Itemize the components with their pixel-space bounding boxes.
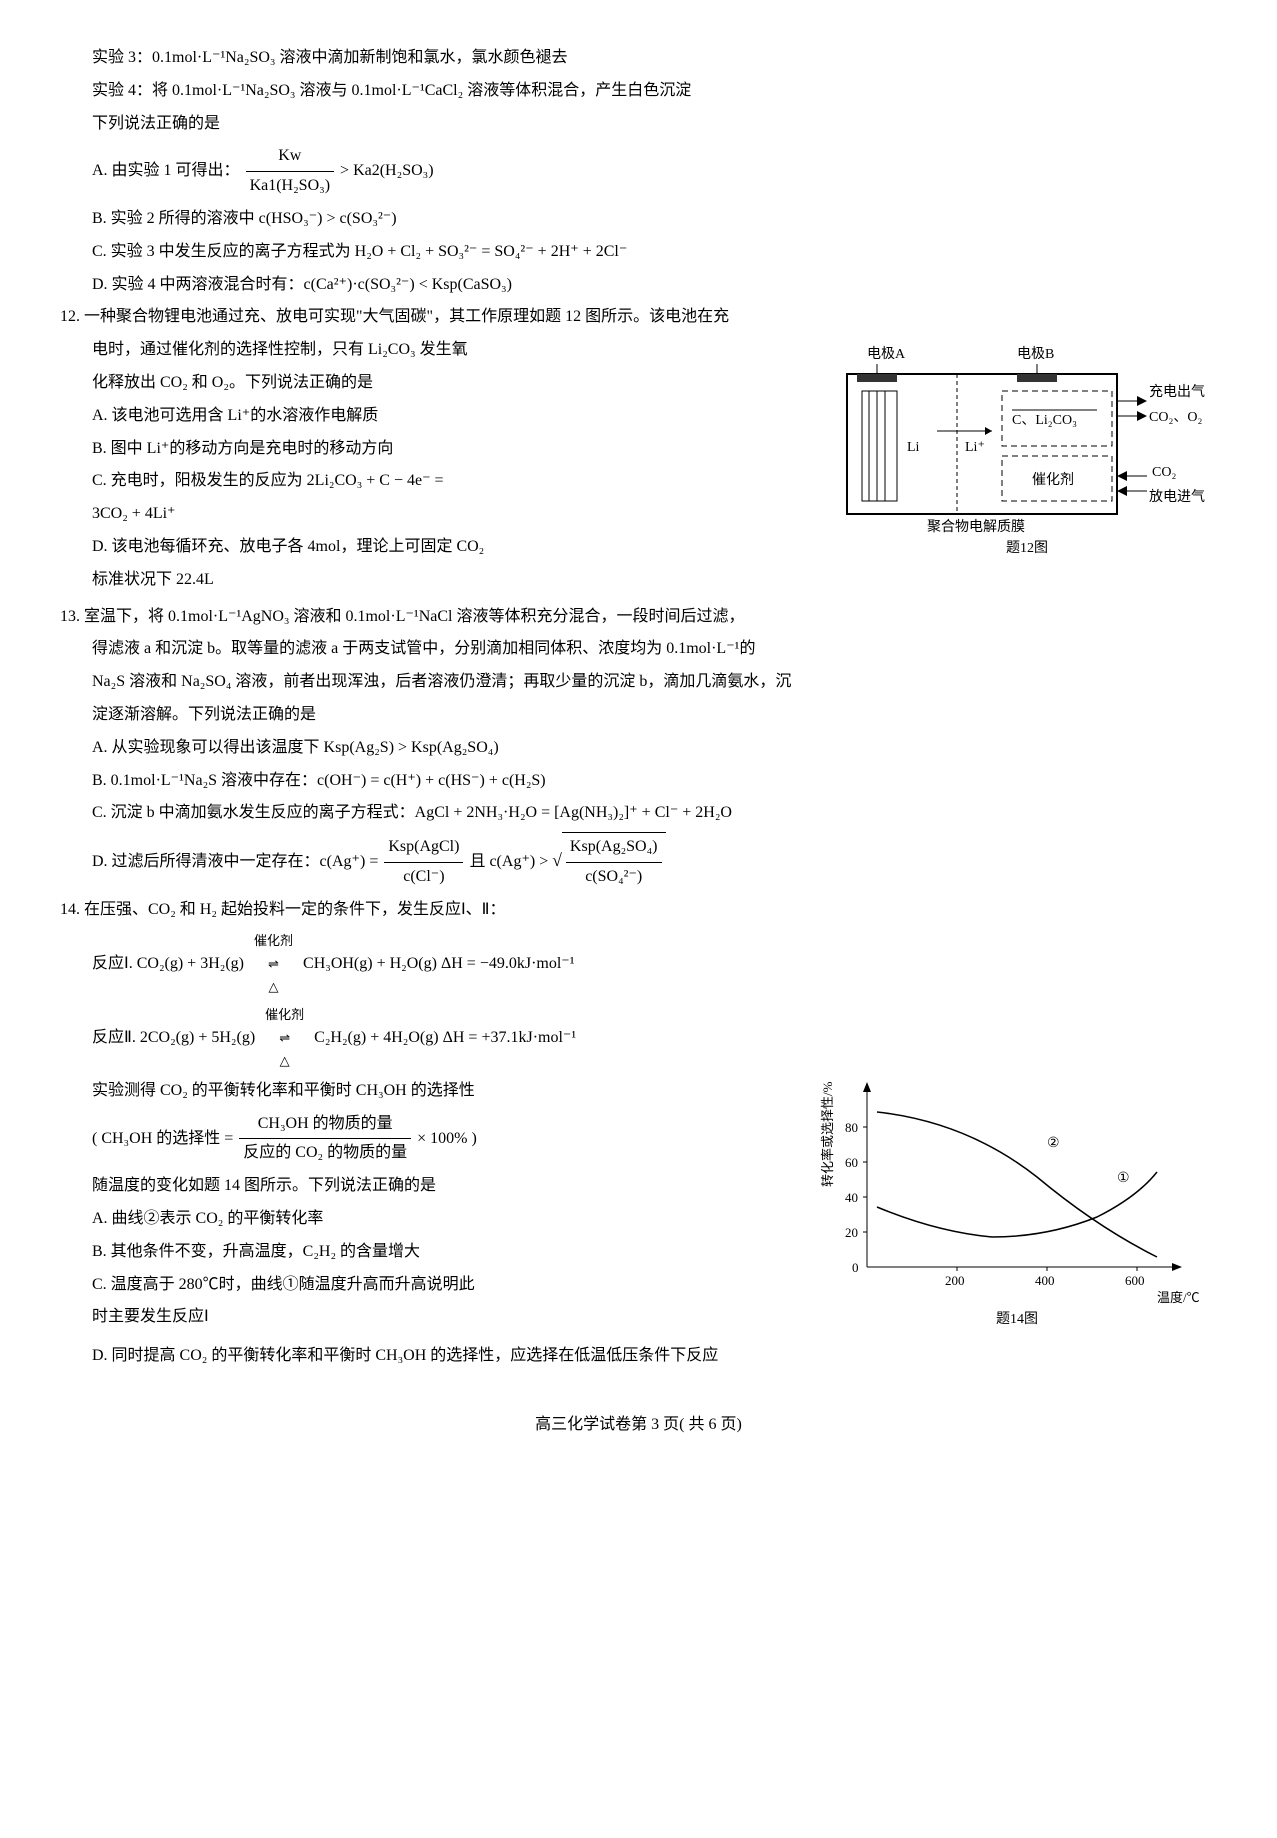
q12-diagram-svg: 电极A 电极B Li Li⁺ C、Li₂CO₃ 催化剂	[837, 336, 1217, 536]
q11-option-c: C. 实验 3 中发生反应的离子方程式为 H₂O + Cl₂ + SO₃²⁻ =…	[60, 238, 1217, 267]
svg-text:600: 600	[1125, 1273, 1145, 1288]
q14-line1: 14. 在压强、CO₂ 和 H₂ 起始投料一定的条件下，发生反应Ⅰ、Ⅱ：	[60, 896, 1217, 925]
svg-text:CO₂、O₂: CO₂、O₂	[1149, 410, 1202, 425]
svg-text:放电进气: 放电进气	[1149, 489, 1205, 505]
q13-d-num1: Ksp(AgCl)	[384, 833, 463, 863]
q14-r1-bot: △	[250, 975, 297, 998]
q14-r1-post: CH₃OH(g) + H₂O(g) ΔH = −49.0kJ·mol⁻¹	[303, 954, 575, 971]
svg-text:电极A: 电极A	[867, 346, 906, 362]
q12-num: 12.	[60, 308, 80, 325]
q13-d-mid: 且 c(Ag⁺) >	[469, 853, 552, 870]
svg-text:催化剂: 催化剂	[1032, 472, 1074, 488]
q13-d-den2: c(SO₄²⁻)	[566, 863, 662, 892]
q14-block: 14. 在压强、CO₂ 和 H₂ 起始投料一定的条件下，发生反应Ⅰ、Ⅱ： 反应Ⅰ…	[60, 896, 1217, 1371]
q13-stem4: 淀逐渐溶解。下列说法正确的是	[60, 701, 1217, 730]
q11-option-a: A. 由实验 1 可得出： Kw Ka1(H₂SO₃) > Ka2(H₂SO₃)	[60, 142, 1217, 201]
q13-d-num2: Ksp(Ag₂SO₄)	[566, 833, 662, 863]
q14-sel-num: CH₃OH 的物质的量	[239, 1110, 411, 1140]
svg-text:200: 200	[945, 1273, 965, 1288]
q13-d-frac1: Ksp(AgCl) c(Cl⁻)	[384, 833, 463, 892]
q11-a-num: Kw	[246, 142, 334, 172]
q13-option-d: D. 过滤后所得清液中一定存在：c(Ag⁺) = Ksp(AgCl) c(Cl⁻…	[60, 832, 1217, 892]
q13-stem1: 室温下，将 0.1mol·L⁻¹AgNO₃ 溶液和 0.1mol·L⁻¹NaCl…	[84, 608, 745, 625]
q14-r2-bot: △	[261, 1049, 308, 1072]
q13-block: 13. 室温下，将 0.1mol·L⁻¹AgNO₃ 溶液和 0.1mol·L⁻¹…	[60, 603, 1217, 892]
q11-option-b: B. 实验 2 所得的溶液中 c(HSO₃⁻) > c(SO₃²⁻)	[60, 205, 1217, 234]
q12-figure: 电极A 电极B Li Li⁺ C、Li₂CO₃ 催化剂	[837, 336, 1217, 561]
svg-text:Li: Li	[907, 440, 920, 455]
svg-text:C、Li₂CO₃: C、Li₂CO₃	[1012, 413, 1077, 428]
svg-text:0: 0	[852, 1260, 859, 1275]
q14-chart-svg: 0 20 40 60 80 200 400 600 ② ① 转化率或选择性/% …	[817, 1077, 1217, 1307]
q14-r1: 反应Ⅰ. CO₂(g) + 3H₂(g) 催化剂 ⇌ △ CH₃OH(g) + …	[60, 929, 1217, 999]
q14-sel-den: 反应的 CO₂ 的物质的量	[239, 1139, 411, 1168]
q14-r2-post: C₂H₂(g) + 4H₂O(g) ΔH = +37.1kJ·mol⁻¹	[314, 1028, 576, 1045]
exp3-text: 实验 3：0.1mol·L⁻¹Na₂SO₃ 溶液中滴加新制饱和氯水，氯水颜色褪去	[60, 44, 1217, 73]
q14-num: 14.	[60, 901, 80, 918]
q14-r2-top: 催化剂	[261, 1003, 308, 1026]
q14-figure: 0 20 40 60 80 200 400 600 ② ① 转化率或选择性/% …	[817, 1077, 1217, 1332]
q13-d-den1: c(Cl⁻)	[384, 863, 463, 892]
exp4-text: 实验 4：将 0.1mol·L⁻¹Na₂SO₃ 溶液与 0.1mol·L⁻¹Ca…	[60, 77, 1217, 106]
svg-text:20: 20	[845, 1225, 858, 1240]
q14-r2: 反应Ⅱ. 2CO₂(g) + 5H₂(g) 催化剂 ⇌ △ C₂H₂(g) + …	[60, 1003, 1217, 1073]
q14-fig-caption: 题14图	[817, 1307, 1217, 1332]
q14-sel-pre: ( CH₃OH 的选择性 =	[92, 1130, 237, 1147]
q13-d-sqrt: Ksp(Ag₂SO₄) c(SO₄²⁻)	[562, 832, 666, 892]
q13-option-c: C. 沉淀 b 中滴加氨水发生反应的离子方程式：AgCl + 2NH₃·H₂O …	[60, 799, 1217, 828]
q14-r2-arrow: 催化剂 ⇌ △	[261, 1003, 308, 1073]
q14-sel-post: × 100% )	[417, 1130, 477, 1147]
q11-a-pre: A. 由实验 1 可得出：	[92, 162, 240, 179]
q11-a-frac: Kw Ka1(H₂SO₃)	[246, 142, 334, 201]
q11-a-post: > Ka2(H₂SO₃)	[340, 162, 434, 179]
q14-r1-top: 催化剂	[250, 929, 297, 952]
svg-text:①: ①	[1117, 1171, 1130, 1186]
sqrt-icon	[552, 853, 562, 870]
page-footer: 高三化学试卷第 3 页( 共 6 页)	[60, 1411, 1217, 1440]
q13-option-b: B. 0.1mol·L⁻¹Na₂S 溶液中存在：c(OH⁻) = c(H⁺) +…	[60, 767, 1217, 796]
svg-text:充电出气: 充电出气	[1149, 384, 1205, 400]
q12-block: 12. 一种聚合物锂电池通过充、放电可实现"大气固碳"，其工作原理如题 12 图…	[60, 303, 1217, 598]
q14-sel-frac: CH₃OH 的物质的量 反应的 CO₂ 的物质的量	[239, 1110, 411, 1169]
svg-text:40: 40	[845, 1190, 858, 1205]
svg-text:②: ②	[1047, 1136, 1060, 1151]
q12-stem1: 一种聚合物锂电池通过充、放电可实现"大气固碳"，其工作原理如题 12 图所示。该…	[84, 308, 729, 325]
svg-text:400: 400	[1035, 1273, 1055, 1288]
q14-r1-arrow: 催化剂 ⇌ △	[250, 929, 297, 999]
svg-text:80: 80	[845, 1120, 858, 1135]
q13-option-a: A. 从实验现象可以得出该温度下 Ksp(Ag₂S) > Ksp(Ag₂SO₄)	[60, 734, 1217, 763]
q13-d-frac2: Ksp(Ag₂SO₄) c(SO₄²⁻)	[566, 833, 662, 892]
q13-line1: 13. 室温下，将 0.1mol·L⁻¹AgNO₃ 溶液和 0.1mol·L⁻¹…	[60, 603, 1217, 632]
q13-d-pre: D. 过滤后所得清液中一定存在：c(Ag⁺) =	[92, 853, 382, 870]
q14-stem1: 在压强、CO₂ 和 H₂ 起始投料一定的条件下，发生反应Ⅰ、Ⅱ：	[84, 901, 506, 918]
q13-num: 13.	[60, 608, 80, 625]
svg-text:聚合物电解质膜: 聚合物电解质膜	[927, 519, 1025, 535]
q14-r2-pre: 反应Ⅱ. 2CO₂(g) + 5H₂(g)	[92, 1028, 255, 1045]
q12-fig-caption: 题12图	[837, 536, 1217, 561]
q14-r1-pre: 反应Ⅰ. CO₂(g) + 3H₂(g)	[92, 954, 244, 971]
svg-text:转化率或选择性/%: 转化率或选择性/%	[820, 1081, 835, 1187]
q12-option-d2: 标准状况下 22.4L	[60, 566, 1217, 595]
svg-text:CO₂: CO₂	[1152, 465, 1176, 480]
svg-text:电极B: 电极B	[1017, 346, 1054, 362]
q11-a-den: Ka1(H₂SO₃)	[246, 172, 334, 201]
q11-option-d: D. 实验 4 中两溶液混合时有：c(Ca²⁺)·c(SO₃²⁻) < Ksp(…	[60, 271, 1217, 300]
q14-option-d: D. 同时提高 CO₂ 的平衡转化率和平衡时 CH₃OH 的选择性，应选择在低温…	[60, 1342, 1217, 1371]
q12-stem-line1: 12. 一种聚合物锂电池通过充、放电可实现"大气固碳"，其工作原理如题 12 图…	[60, 303, 1217, 332]
q13-stem2: 得滤液 a 和沉淀 b。取等量的滤液 a 于两支试管中，分别滴加相同体积、浓度均…	[60, 635, 1217, 664]
svg-text:60: 60	[845, 1155, 858, 1170]
svg-text:温度/℃: 温度/℃	[1157, 1290, 1200, 1305]
q11-stem: 下列说法正确的是	[60, 110, 1217, 139]
q13-stem3: Na₂S 溶液和 Na₂SO₄ 溶液，前者出现浑浊，后者溶液仍澄清；再取少量的沉…	[60, 668, 1217, 697]
svg-text:Li⁺: Li⁺	[965, 440, 985, 455]
